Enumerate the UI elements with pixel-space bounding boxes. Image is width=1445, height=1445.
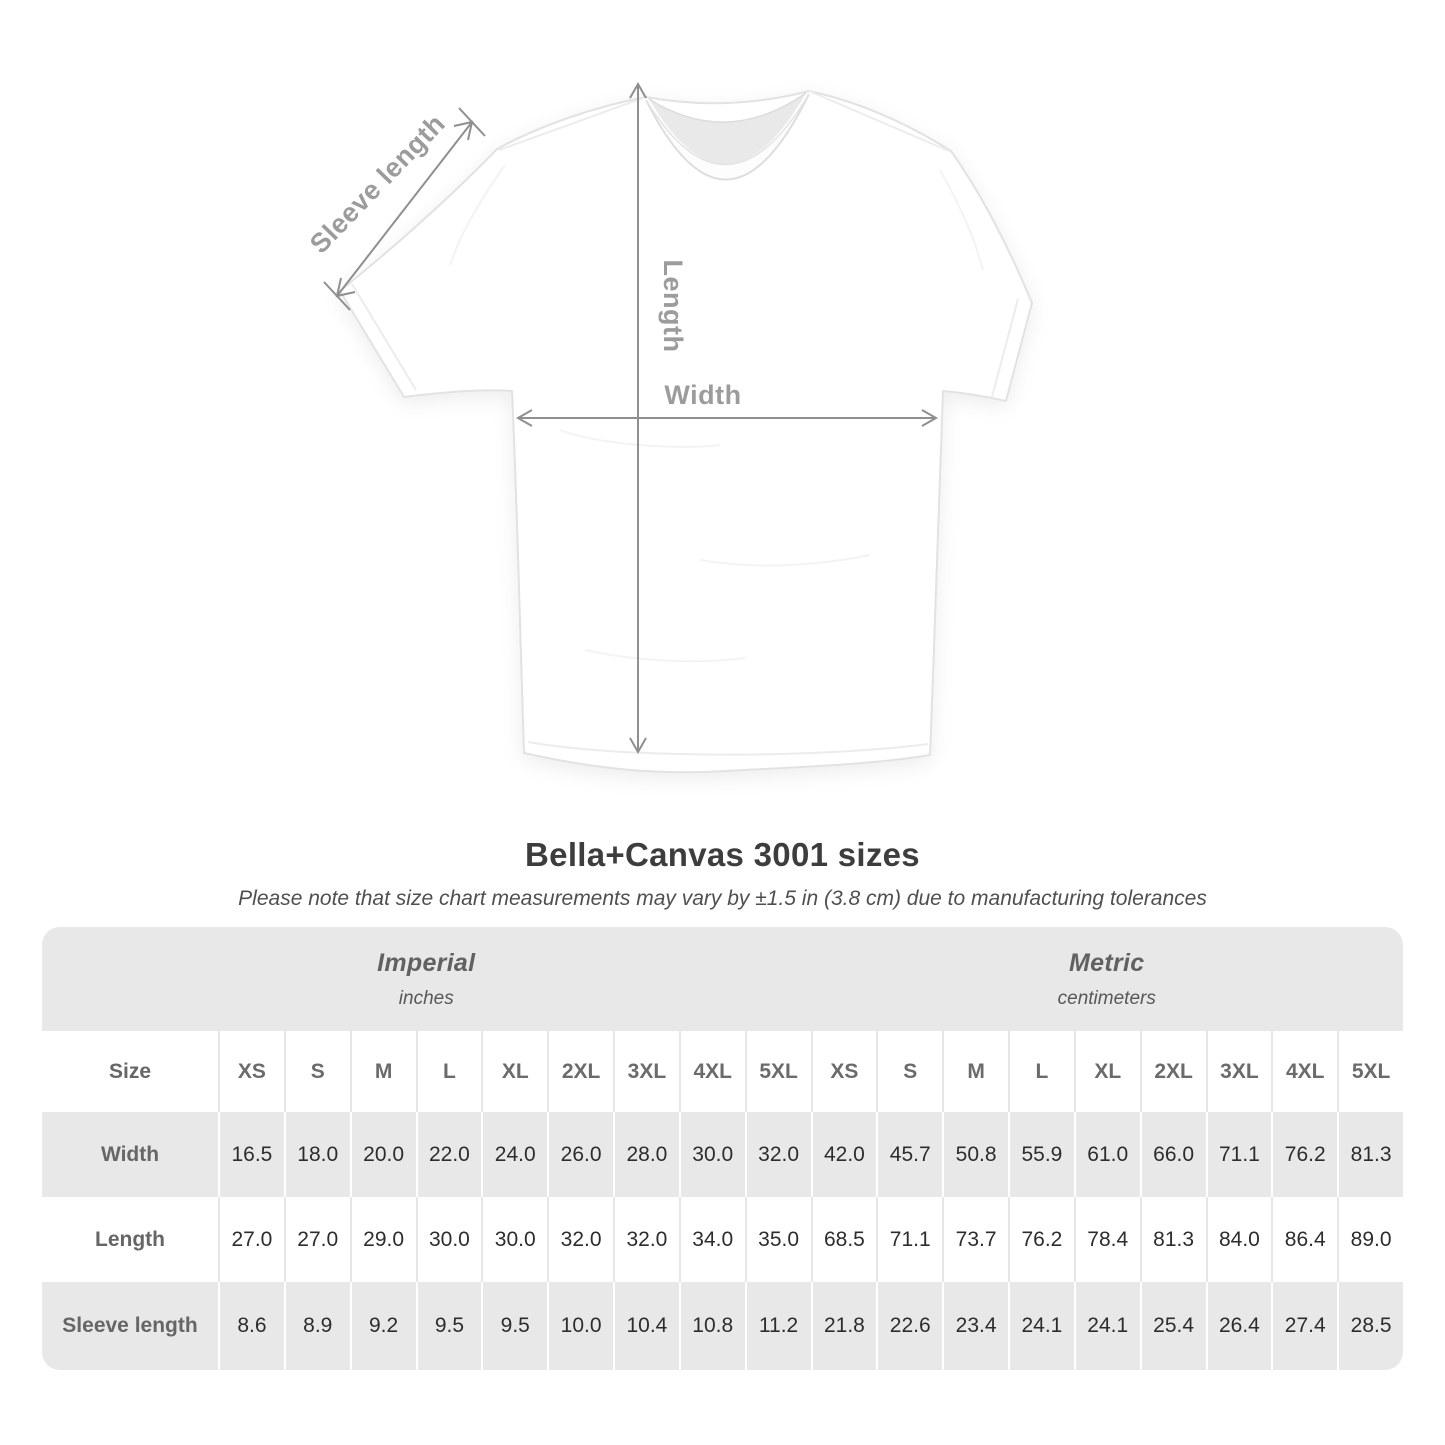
size-header: XL xyxy=(1073,1031,1140,1112)
value-cell: 10.4 xyxy=(613,1282,679,1370)
size-header: L xyxy=(1008,1031,1074,1112)
size-header: 4XL xyxy=(678,1031,745,1112)
size-header: L xyxy=(415,1031,482,1112)
value-cell: 26.0 xyxy=(547,1112,613,1197)
metric-title: Metric xyxy=(1069,948,1145,977)
value-cell: 35.0 xyxy=(744,1197,811,1282)
size-header: S xyxy=(283,1031,350,1112)
value-cell: 89.0 xyxy=(1337,1197,1403,1282)
value-cell: 71.1 xyxy=(876,1197,942,1282)
size-header: 3XL xyxy=(1205,1031,1272,1112)
value-cell: 28.5 xyxy=(1337,1282,1403,1370)
value-cell: 9.5 xyxy=(481,1282,547,1370)
sleeve-length-row: Sleeve length 8.6 8.9 9.2 9.5 9.5 10.0 1… xyxy=(42,1282,1403,1370)
value-cell: 86.4 xyxy=(1271,1197,1337,1282)
size-header: XS xyxy=(218,1031,284,1112)
value-cell: 10.0 xyxy=(547,1282,613,1370)
value-cell: 42.0 xyxy=(810,1112,877,1197)
value-cell: 76.2 xyxy=(1008,1197,1074,1282)
value-cell: 73.7 xyxy=(942,1197,1008,1282)
value-cell: 32.0 xyxy=(547,1197,613,1282)
size-column-header: Size xyxy=(108,1059,152,1083)
value-cell: 28.0 xyxy=(613,1112,679,1197)
value-cell: 27.0 xyxy=(218,1197,284,1282)
value-cell: 24.0 xyxy=(481,1112,547,1197)
size-header: 5XL xyxy=(1337,1031,1403,1112)
row-label: Length xyxy=(95,1227,165,1251)
value-cell: 76.2 xyxy=(1271,1112,1337,1197)
value-cell: 84.0 xyxy=(1205,1197,1272,1282)
value-cell: 16.5 xyxy=(218,1112,284,1197)
value-cell: 26.4 xyxy=(1205,1282,1272,1370)
value-cell: 61.0 xyxy=(1073,1112,1140,1197)
imperial-subtitle: inches xyxy=(398,987,454,1009)
value-cell: 24.1 xyxy=(1073,1282,1140,1370)
width-arrow: Width xyxy=(515,380,939,427)
size-header-row: Size XS S M L XL 2XL 3XL 4XL 5XL XS S M … xyxy=(42,1031,1403,1112)
value-cell: 45.7 xyxy=(876,1112,942,1197)
width-label: Width xyxy=(664,380,741,410)
value-cell: 11.2 xyxy=(744,1282,811,1370)
size-header: 5XL xyxy=(744,1031,811,1112)
value-cell: 30.0 xyxy=(678,1112,745,1197)
length-label: Length xyxy=(658,260,688,353)
size-header: XS xyxy=(810,1031,877,1112)
width-row: Width 16.5 18.0 20.0 22.0 24.0 26.0 28.0… xyxy=(42,1112,1403,1197)
value-cell: 66.0 xyxy=(1139,1112,1206,1197)
value-cell: 30.0 xyxy=(415,1197,482,1282)
metric-subtitle: centimeters xyxy=(1057,987,1156,1009)
value-cell: 21.8 xyxy=(810,1282,877,1370)
value-cell: 20.0 xyxy=(349,1112,416,1197)
value-cell: 32.0 xyxy=(613,1197,679,1282)
value-cell: 68.5 xyxy=(810,1197,877,1282)
length-row: Length 27.0 27.0 29.0 30.0 30.0 32.0 32.… xyxy=(42,1197,1403,1282)
value-cell: 27.0 xyxy=(283,1197,350,1282)
tshirt-diagram: Sleeve length Length Width xyxy=(304,81,1033,774)
value-cell: 71.1 xyxy=(1205,1112,1272,1197)
value-cell: 10.8 xyxy=(678,1282,745,1370)
value-cell: 23.4 xyxy=(942,1282,1008,1370)
tolerance-note: Please note that size chart measurements… xyxy=(238,887,1207,910)
value-cell: 9.2 xyxy=(349,1282,416,1370)
value-cell: 25.4 xyxy=(1139,1282,1206,1370)
page-title: Bella+Canvas 3001 sizes xyxy=(525,836,920,873)
value-cell: 29.0 xyxy=(349,1197,416,1282)
value-cell: 18.0 xyxy=(283,1112,350,1197)
value-cell: 78.4 xyxy=(1073,1197,1140,1282)
value-cell: 81.3 xyxy=(1337,1112,1403,1197)
metric-header: Metric centimeters xyxy=(811,927,1404,1031)
row-label: Width xyxy=(100,1142,160,1166)
value-cell: 8.6 xyxy=(218,1282,284,1370)
value-cell: 81.3 xyxy=(1139,1197,1206,1282)
row-label: Sleeve length xyxy=(62,1314,198,1337)
value-cell: 30.0 xyxy=(481,1197,547,1282)
value-cell: 27.4 xyxy=(1271,1282,1337,1370)
tshirt-figure: Sleeve length Length Width xyxy=(304,81,1033,774)
imperial-header: Imperial inches xyxy=(42,927,811,1031)
value-cell: 50.8 xyxy=(942,1112,1008,1197)
value-cell: 34.0 xyxy=(678,1197,745,1282)
size-header: M xyxy=(349,1031,416,1112)
value-cell: 24.1 xyxy=(1008,1282,1074,1370)
size-header: 3XL xyxy=(613,1031,679,1112)
imperial-title: Imperial xyxy=(377,948,476,977)
size-table: Imperial inches Metric centimeters Size … xyxy=(42,927,1403,1370)
unit-header-band: Imperial inches Metric centimeters xyxy=(42,927,1403,1031)
size-header: XL xyxy=(481,1031,547,1112)
size-header: 4XL xyxy=(1271,1031,1337,1112)
size-header: 2XL xyxy=(547,1031,613,1112)
size-header: 2XL xyxy=(1139,1031,1206,1112)
size-header: M xyxy=(942,1031,1008,1112)
value-cell: 22.6 xyxy=(876,1282,942,1370)
value-cell: 8.9 xyxy=(283,1282,350,1370)
value-cell: 9.5 xyxy=(415,1282,482,1370)
value-cell: 55.9 xyxy=(1008,1112,1074,1197)
value-cell: 22.0 xyxy=(415,1112,482,1197)
tshirt-graphic xyxy=(339,90,1033,774)
value-cell: 32.0 xyxy=(744,1112,811,1197)
size-header: S xyxy=(876,1031,942,1112)
